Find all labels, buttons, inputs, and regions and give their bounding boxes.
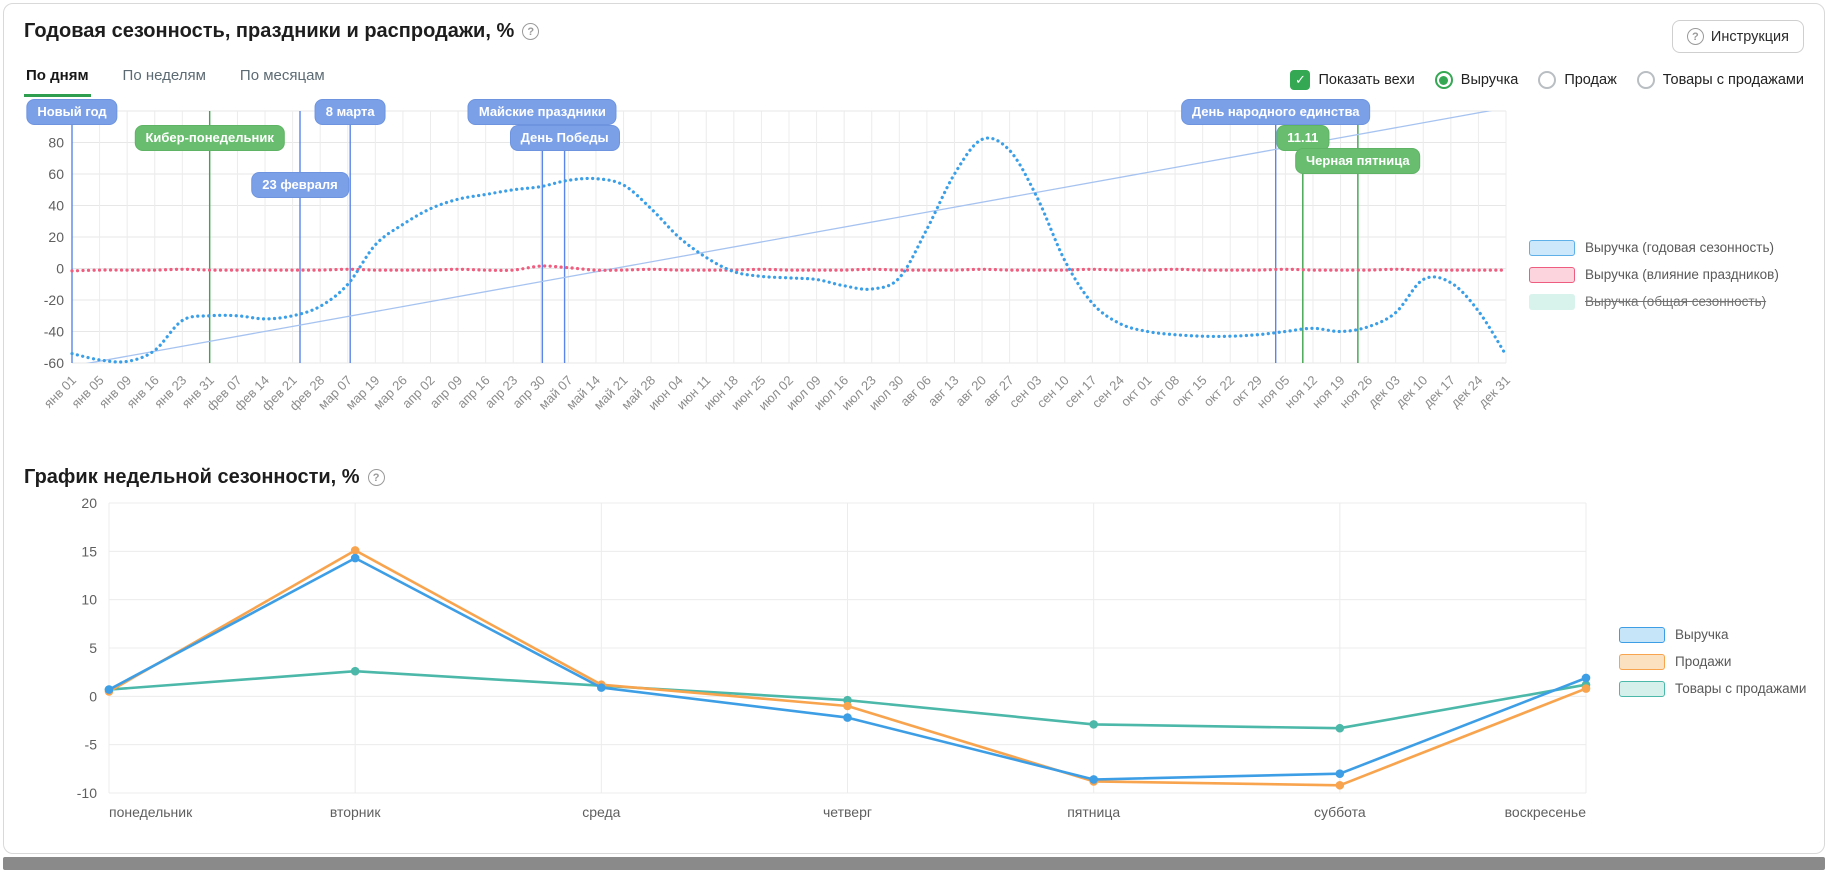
chart-controls: ✓ Показать вехи Выручка Продаж Товары с пр… [1290,70,1804,90]
tab-1[interactable]: По неделям [122,67,206,84]
legend-item[interactable]: Выручка [1619,626,1806,643]
instruction-button[interactable]: ? Инструкция [1671,20,1804,53]
legend-item[interactable]: Товары с продажами [1619,680,1807,697]
tab-0[interactable]: По дням [24,63,91,97]
metric-radios: Выручка Продаж Товары с продажами [1434,71,1804,89]
legend-item[interactable]: Выручка (влияние праздников) [1529,266,1779,283]
tabs: По дням По неделям По месяцам [24,63,327,97]
legend-label: Выручка (годовая сезонность) [1585,240,1775,255]
legend-item[interactable]: Выручка (годовая сезонность) [1529,239,1779,256]
legend-label: Товары с продажами [1675,681,1807,696]
horizontal-scrollbar[interactable] [3,857,1825,870]
legend-swatch [1529,266,1575,283]
legend-item[interactable]: Продажи [1619,653,1806,670]
metric-radio-label: Выручка [1460,72,1519,88]
svg-text:5: 5 [89,640,97,656]
svg-text:15: 15 [81,543,97,559]
svg-text:100: 100 [41,103,65,119]
show-milestones-label: Показать вехи [1318,72,1415,88]
svg-text:авг 20: авг 20 [952,373,989,410]
svg-text:20: 20 [81,495,97,511]
svg-text:-60: -60 [44,355,64,371]
metric-radio-2[interactable]: Товары с продажами [1636,71,1804,89]
svg-text:дек 31: дек 31 [1475,373,1513,411]
weekly-legend: Выручка Продажи Товары с продажами [1619,626,1807,697]
weekly-chart-header: График недельной сезонности, % ? [24,466,1804,489]
legend-swatch [1529,293,1575,310]
weekly-chart-row: 20 15 10 5 0 -5 -10 понедельник вторник среда четв… [24,491,1807,832]
legend-label: Продажи [1675,654,1732,669]
metric-radio-0[interactable]: Выручка [1434,71,1519,89]
radio-icon [1538,71,1557,89]
annual-legend: Выручка (годовая сезонность) Выручка (вли… [1529,239,1779,310]
checkbox-check-icon: ✓ [1290,70,1311,90]
show-milestones-checkbox[interactable]: ✓ Показать вехи [1290,70,1415,90]
svg-text:воскресенье: воскресенье [1505,804,1587,820]
svg-text:-5: -5 [85,737,98,753]
legend-item[interactable]: Выручка (общая сезонность) [1529,293,1779,310]
svg-text:авг 13: авг 13 [925,373,962,410]
svg-text:четверг: четверг [823,804,872,820]
weekly-chart[interactable]: 20 15 10 5 0 -5 -10 понедельник вторник среда четв… [24,491,1609,832]
radio-icon [1434,71,1453,89]
weekly-chart-svg: 20 15 10 5 0 -5 -10 понедельник вторник среда четв… [77,495,1591,820]
tabs-row: По дням По неделям По месяцам ✓ Показать в… [24,63,1804,97]
svg-text:60: 60 [48,166,64,182]
metric-radio-label: Продаж [1564,72,1617,88]
svg-text:суббота: суббота [1314,804,1366,820]
svg-text:понедельник: понедельник [109,804,193,820]
legend-label: Выручка (влияние праздников) [1585,267,1779,282]
page-title: Годовая сезонность, праздники и распрода… [24,20,515,42]
svg-text:0: 0 [89,688,97,704]
svg-text:80: 80 [48,135,64,151]
annual-chart-header: Годовая сезонность, праздники и распрода… [24,20,1804,53]
instruction-help-icon: ? [1686,28,1704,45]
svg-text:40: 40 [48,198,64,214]
legend-swatch [1619,626,1665,643]
radio-icon [1636,71,1655,89]
dashboard-card: Годовая сезонность, праздники и распрода… [3,3,1825,854]
instruction-label: Инструкция [1710,28,1789,45]
legend-swatch [1529,239,1575,256]
svg-text:10: 10 [81,592,97,608]
annual-chart[interactable]: 100 80 60 40 20 0 -20 -40 -60 янв 01 янв 05 янв 09 я… [24,97,1519,452]
title-help-icon[interactable]: ? [522,23,540,40]
tab-2[interactable]: По месяцам [239,67,325,84]
svg-text:среда: среда [582,804,620,820]
annual-chart-row: 100 80 60 40 20 0 -20 -40 -60 янв 01 янв 05 янв 09 я… [24,97,1804,452]
legend-label: Выручка (общая сезонность) [1585,294,1767,309]
metric-radio-label: Товары с продажами [1662,72,1804,88]
svg-text:-10: -10 [77,785,97,801]
legend-swatch [1619,680,1665,697]
legend-label: Выручка [1675,627,1729,642]
legend-swatch [1619,653,1665,670]
weekly-help-icon[interactable]: ? [367,469,385,486]
weekly-title: График недельной сезонности, % [24,466,360,488]
svg-text:вторник: вторник [330,804,382,820]
svg-text:-20: -20 [44,292,64,308]
metric-radio-1[interactable]: Продаж [1538,71,1617,89]
svg-text:авг 06: авг 06 [897,373,934,410]
svg-text:20: 20 [48,229,64,245]
svg-text:0: 0 [56,261,64,277]
svg-text:пятница: пятница [1067,804,1120,820]
svg-text:-40: -40 [44,324,64,340]
